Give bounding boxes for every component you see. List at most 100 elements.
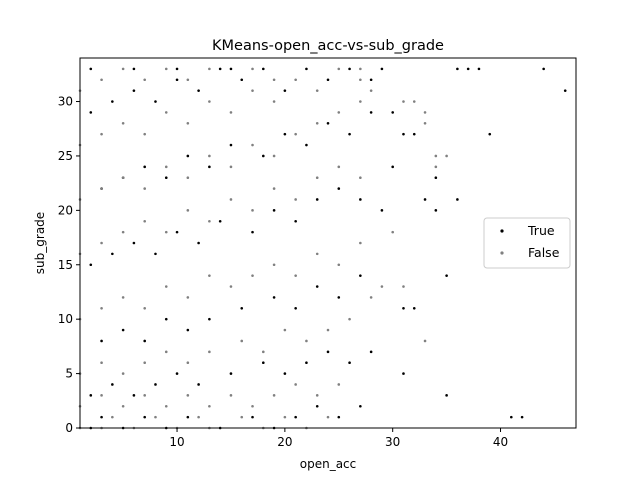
- data-point-true-13: [89, 394, 93, 397]
- data-point-true-68: [154, 100, 157, 103]
- data-point-true-67: [132, 89, 136, 92]
- data-point-true-35: [315, 285, 319, 288]
- data-point-false-65: [337, 165, 341, 169]
- data-point-false-101: [208, 67, 211, 71]
- data-point-true-7: [251, 415, 254, 419]
- data-point-true-70: [197, 89, 200, 92]
- data-point-false-50: [315, 252, 319, 256]
- data-point-false-98: [143, 78, 146, 82]
- data-point-true-86: [402, 372, 405, 375]
- data-point-false-36: [305, 339, 308, 343]
- data-point-false-80: [359, 100, 362, 103]
- data-point-false-63: [294, 198, 297, 201]
- data-point-true-61: [305, 143, 308, 147]
- data-point-false-96: [100, 78, 103, 82]
- data-point-false-77: [294, 132, 297, 136]
- data-point-false-92: [315, 89, 319, 92]
- data-point-false-75: [251, 143, 254, 147]
- data-point-false-105: [380, 285, 384, 288]
- data-point-false-108: [402, 100, 405, 103]
- data-point-true-90: [412, 132, 416, 136]
- data-point-true-59: [262, 154, 265, 158]
- data-point-true-32: [240, 306, 244, 310]
- data-point-false-104: [369, 296, 373, 299]
- data-point-false-113: [434, 165, 438, 169]
- y-tick-label-0: 0: [65, 421, 73, 435]
- data-point-true-63: [348, 132, 351, 136]
- data-point-true-46: [272, 209, 276, 212]
- data-point-true-17: [175, 372, 179, 375]
- legend-label-true: True: [527, 223, 555, 238]
- data-point-true-5: [186, 415, 190, 419]
- data-point-false-45: [208, 274, 211, 277]
- data-point-false-69: [121, 176, 125, 180]
- y-axis-label: sub_grade: [33, 212, 47, 274]
- data-point-true-74: [283, 89, 287, 92]
- data-point-true-37: [359, 274, 362, 277]
- data-point-true-98: [466, 67, 470, 71]
- data-point-true-33: [272, 296, 276, 299]
- data-point-true-92: [434, 209, 438, 212]
- data-point-true-101: [510, 415, 513, 419]
- data-point-false-44: [186, 296, 190, 299]
- data-point-true-24: [348, 361, 351, 365]
- data-point-true-62: [326, 121, 330, 125]
- y-tick-label-4: 20: [58, 203, 73, 217]
- data-point-false-17: [164, 404, 168, 408]
- data-point-false-116: [359, 67, 362, 71]
- data-point-true-34: [294, 306, 297, 310]
- data-point-false-19: [208, 404, 211, 408]
- data-point-false-74: [229, 165, 233, 169]
- data-point-true-69: [175, 78, 179, 82]
- data-point-false-21: [251, 404, 254, 408]
- data-point-true-11: [337, 415, 341, 419]
- data-point-true-39: [111, 252, 114, 256]
- x-axis: 10 20 30 40: [169, 428, 508, 449]
- data-point-false-72: [186, 176, 190, 180]
- data-point-true-26: [100, 339, 103, 343]
- data-point-true-73: [262, 67, 265, 71]
- x-axis-label: open_acc: [300, 457, 357, 471]
- data-point-true-100: [488, 132, 492, 136]
- data-point-true-58: [229, 143, 233, 147]
- data-point-true-80: [132, 67, 136, 71]
- data-point-false-93: [337, 67, 341, 71]
- data-point-true-14: [111, 383, 114, 386]
- data-point-true-89: [412, 306, 416, 310]
- data-point-true-75: [305, 67, 308, 71]
- data-point-false-60: [229, 198, 233, 201]
- data-point-true-65: [89, 111, 93, 114]
- data-point-true-19: [229, 372, 233, 375]
- data-point-true-41: [154, 252, 157, 256]
- data-point-false-28: [121, 372, 125, 375]
- data-point-false-70: [143, 187, 146, 190]
- data-point-false-94: [359, 78, 362, 82]
- data-point-true-45: [251, 230, 254, 234]
- data-point-true-18: [197, 383, 200, 386]
- data-point-true-66: [111, 100, 114, 103]
- data-point-true-44: [218, 219, 222, 223]
- data-point-true-47: [294, 219, 297, 223]
- data-point-true-81: [175, 67, 179, 71]
- data-point-true-88: [402, 132, 405, 136]
- legend-label-false: False: [528, 245, 560, 260]
- data-point-false-30: [164, 350, 168, 354]
- data-point-true-64: [369, 111, 373, 114]
- data-point-false-68: [100, 187, 103, 190]
- plot-frame: [79, 57, 577, 429]
- data-point-true-55: [164, 176, 168, 180]
- data-point-true-54: [143, 165, 146, 169]
- data-point-true-20: [262, 361, 265, 365]
- data-point-false-117: [369, 89, 373, 92]
- data-point-false-15: [121, 404, 125, 408]
- data-point-true-99: [477, 67, 481, 71]
- data-point-false-54: [100, 241, 103, 245]
- data-point-false-62: [272, 187, 276, 190]
- data-point-false-109: [412, 100, 416, 103]
- data-point-false-85: [164, 111, 168, 114]
- data-point-false-111: [423, 121, 427, 125]
- x-tick-label-0: 10: [169, 435, 184, 449]
- legend-marker-false: [500, 251, 504, 255]
- legend-marker-true: [500, 229, 504, 233]
